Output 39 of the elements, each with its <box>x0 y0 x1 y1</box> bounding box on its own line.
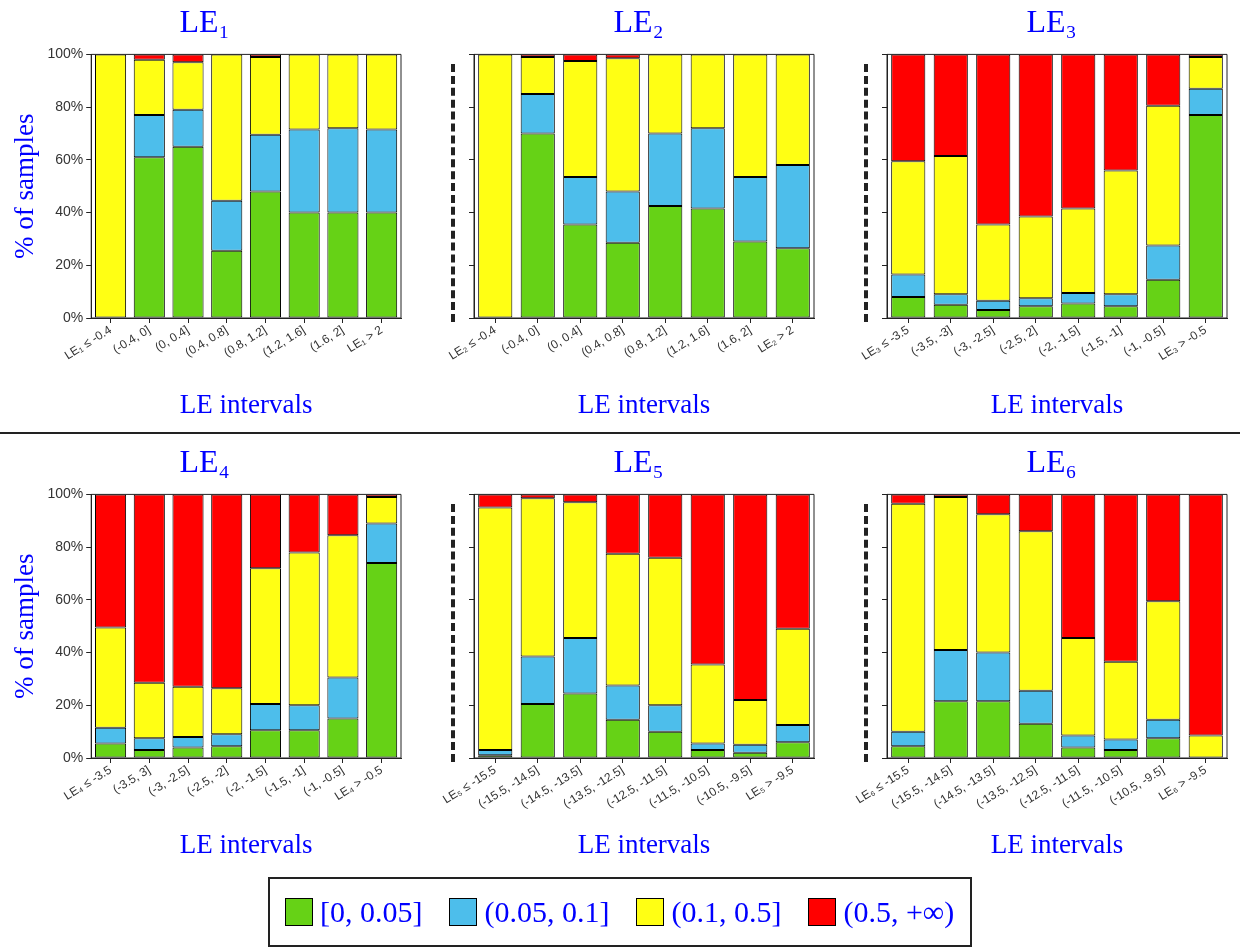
x-tick-label: (-2.5, 2] <box>996 322 1040 357</box>
y-tick-label: 20% <box>55 256 84 273</box>
x-tick-label: (1.6, 2] <box>714 322 754 355</box>
x-axis-title: LE intervals <box>990 388 1124 419</box>
y-tick-label: 100% <box>47 45 84 62</box>
chart-title: LE₅ <box>613 442 664 479</box>
y-tick-label: 40% <box>55 203 84 220</box>
x-axis-title: LE intervals <box>179 828 313 859</box>
chart-title: LE₆ <box>1026 442 1077 479</box>
x-tick-label: (-0.4, 0] <box>498 322 542 357</box>
x-axis-title: LE intervals <box>990 828 1124 859</box>
legend-label: (0.05, 0.1] <box>484 895 610 929</box>
legend-label: [0, 0.05] <box>320 895 423 929</box>
x-tick-label: (1.6, 2] <box>307 322 347 355</box>
x-axis-title: LE intervals <box>179 388 313 419</box>
x-tick-label: LE₁ > 2 <box>344 322 386 356</box>
x-tick-label: LE₃ ≤ -3.5 <box>858 322 912 363</box>
y-tick-label: 60% <box>55 150 84 167</box>
y-tick-label: 100% <box>47 485 84 502</box>
x-tick-label: LE₂ ≤ -0.4 <box>446 322 499 363</box>
legend-label: (0.1, 0.5] <box>671 895 782 929</box>
y-tick-label: 80% <box>55 537 84 554</box>
y-tick-label: 80% <box>55 97 84 114</box>
x-axis-title: LE intervals <box>577 828 711 859</box>
y-tick-label: 20% <box>55 696 84 713</box>
chart-title: LE₁ <box>179 2 230 39</box>
x-tick-label: LE₂ > 2 <box>755 322 797 356</box>
chart-title: LE₄ <box>179 442 230 479</box>
y-axis-title: % of samples <box>9 113 40 259</box>
y-tick-label: 0% <box>62 308 84 325</box>
y-tick-label: 40% <box>55 643 84 660</box>
chart-title: LE₂ <box>613 2 664 39</box>
legend-label: (0.5, +∞) <box>843 895 955 929</box>
x-axis-title: LE intervals <box>577 388 711 419</box>
chart-title: LE₃ <box>1026 2 1077 39</box>
y-tick-label: 60% <box>55 590 84 607</box>
y-axis-title: % of samples <box>9 553 40 699</box>
x-tick-label: (-0.4, 0] <box>110 322 153 357</box>
y-tick-label: 0% <box>62 748 84 765</box>
